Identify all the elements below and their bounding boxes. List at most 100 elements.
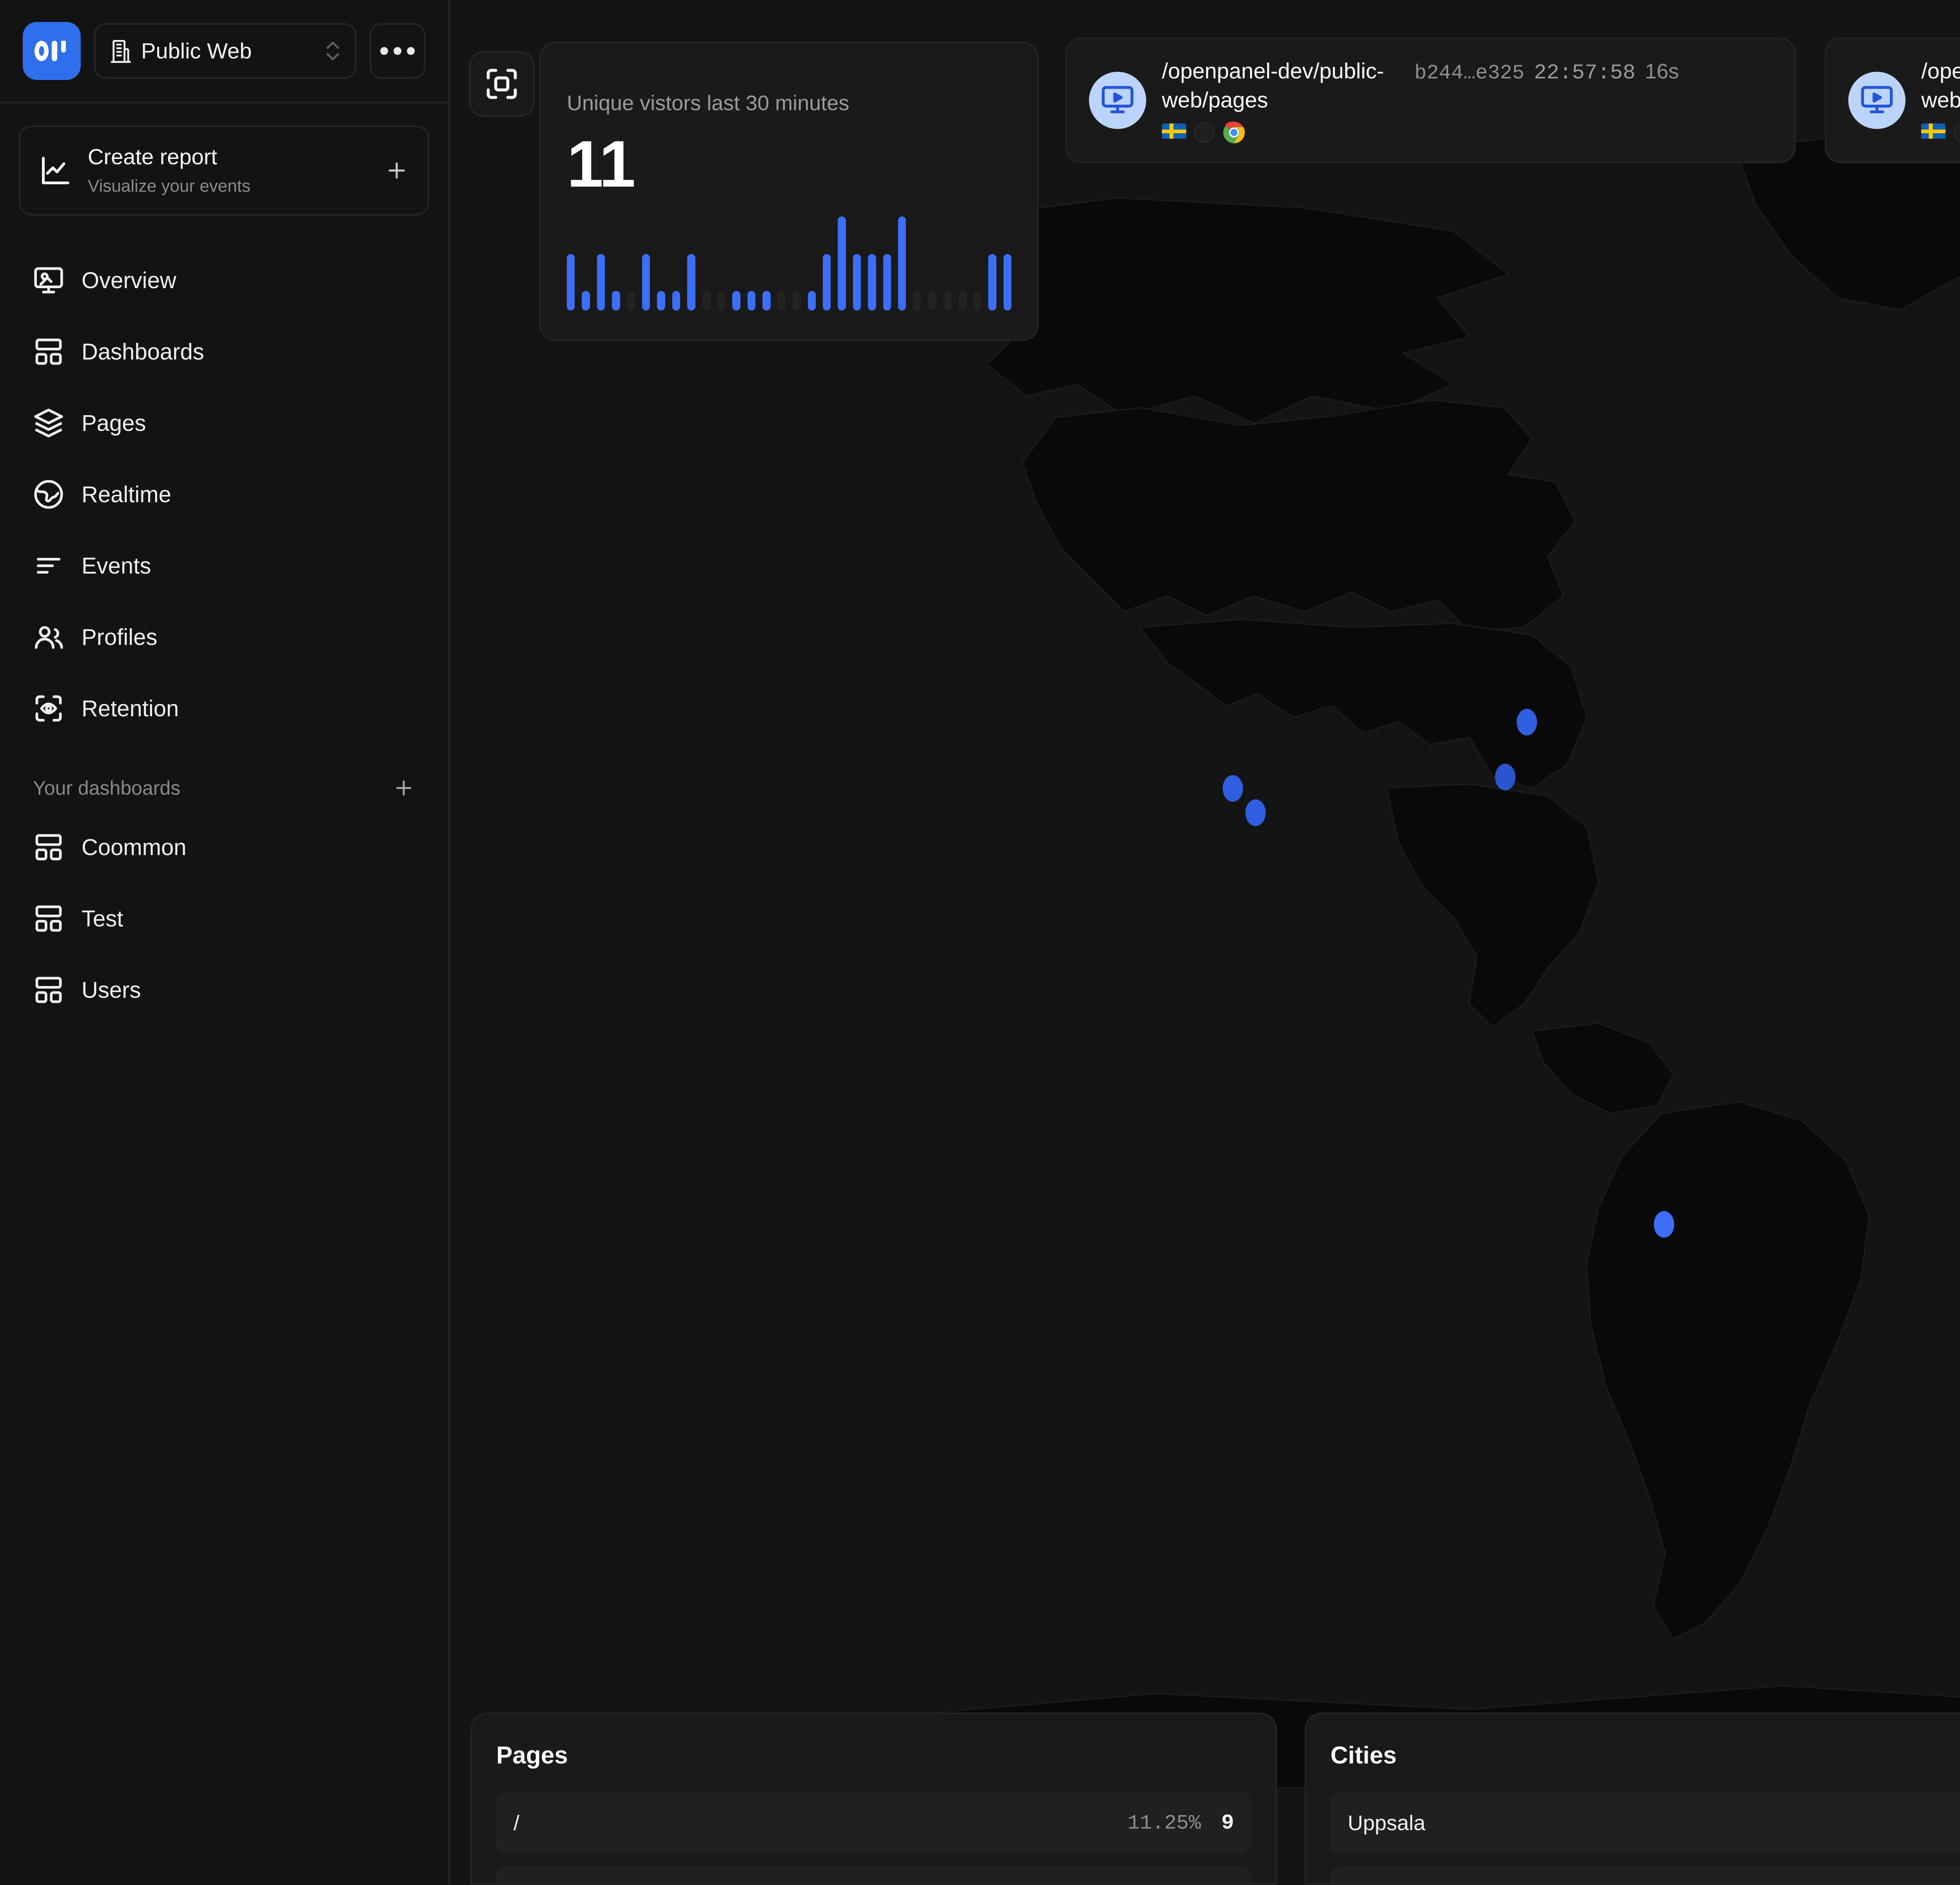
row-count: 9	[1221, 1811, 1234, 1835]
overview-icon	[34, 267, 63, 294]
sidebar-item-label: Retention	[82, 696, 179, 721]
live-events-row: /openpanel-dev/public-web/pages b244…e32…	[1065, 38, 1960, 163]
avatar	[1848, 71, 1906, 129]
chevron-updown-icon	[327, 41, 339, 60]
sidebar-item-pages[interactable]: Pages	[19, 387, 429, 459]
sidebar-item-test[interactable]: Test	[19, 883, 429, 954]
sparkline-bar	[822, 254, 831, 311]
sparkline-bar	[853, 254, 861, 311]
panel-cities: Cities Uppsala 9.09% 1 Vienna 9.09% 1	[1305, 1712, 1960, 1885]
live-event-card[interactable]: /openpanel-dev/public-web/pages b244…e32…	[1065, 38, 1796, 163]
screen-play-icon	[1861, 86, 1893, 113]
create-report-title: Create report	[88, 144, 217, 169]
project-selector[interactable]: Public Web	[94, 23, 356, 79]
sidebar-item-retention[interactable]: Retention	[19, 673, 429, 744]
map-landmasses	[880, 133, 1960, 1789]
sidebar: Public Web Create report Visualize your …	[0, 0, 450, 1885]
dashboards-icon	[35, 905, 62, 932]
sidebar-item-coommon[interactable]: Coommon	[19, 812, 429, 883]
sparkline-bar	[672, 291, 681, 311]
event-profile-id: b244…e325	[1414, 62, 1524, 85]
sparkline-bar	[808, 291, 816, 311]
sidebar-item-label: Pages	[82, 410, 146, 436]
create-report-text: Create report Visualize your events	[88, 143, 369, 198]
sidebar-item-dashboards[interactable]: Dashboards	[19, 316, 429, 387]
create-report-subtitle: Visualize your events	[88, 176, 250, 196]
sparkline-bar	[943, 291, 951, 311]
map-dot[interactable]	[1495, 764, 1515, 790]
main-content: Unique vistors last 30 minutes 11 /openp…	[450, 0, 1960, 1885]
row-label: Uppsala	[1348, 1811, 1426, 1835]
map-dot[interactable]	[1517, 709, 1537, 735]
row-percent: 11.25%	[1127, 1811, 1201, 1835]
bottom-panels: Pages / 11.25% 9 /share/overview/zef2XC …	[470, 1712, 1960, 1885]
sparkline-bar	[958, 291, 966, 311]
sparkline-bar	[793, 291, 801, 311]
more-dots-icon	[380, 47, 388, 55]
map-dot[interactable]	[1223, 775, 1243, 802]
table-row[interactable]: Vienna 9.09% 1	[1330, 1866, 1960, 1883]
sparkline-bar	[657, 291, 665, 311]
layers-icon	[34, 409, 63, 438]
sparkline-bar	[1003, 254, 1012, 311]
event-path: /openpanel-dev/public-web	[1921, 58, 1960, 112]
panel-title: Cities	[1330, 1742, 1397, 1769]
sparkline-bar	[612, 291, 620, 311]
section-label: Your dashboards	[33, 777, 181, 799]
live-event-card[interactable]: /openpanel-dev/public-web 27s b244…e325 …	[1825, 38, 1960, 163]
dashboards-icon	[35, 338, 62, 365]
table-row[interactable]: /share/overview/zef2XC 10% 8	[496, 1866, 1251, 1883]
os-icon	[1953, 122, 1960, 143]
table-row[interactable]: / 11.25% 9	[496, 1791, 1251, 1855]
sparkline-bar	[627, 291, 635, 311]
sidebar-item-label: Test	[82, 906, 123, 932]
sidebar-item-label: Users	[82, 977, 141, 1003]
sparkline-bar	[642, 254, 650, 311]
sidebar-item-events[interactable]: Events	[19, 530, 429, 601]
flag-sweden-icon	[1921, 123, 1946, 142]
plus-icon[interactable]	[392, 777, 415, 799]
sidebar-header: Public Web	[0, 0, 448, 104]
flag-sweden-icon	[1162, 123, 1186, 142]
sidebar-item-users[interactable]: Users	[19, 954, 429, 1026]
sparkline-bar	[597, 254, 605, 311]
unique-visitors-title: Unique vistors last 30 minutes	[567, 91, 849, 115]
project-name: Public Web	[141, 38, 252, 63]
dashboards-icon	[35, 834, 62, 861]
map-dot[interactable]	[1654, 1211, 1674, 1238]
sidebar-item-label: Realtime	[82, 481, 171, 507]
dashboards-icon	[35, 977, 62, 1003]
event-meta	[1921, 121, 1960, 144]
sparkline-bar	[702, 291, 711, 311]
sidebar-item-overview[interactable]: Overview	[19, 245, 429, 316]
sparkline-bar	[762, 291, 771, 311]
building-icon	[111, 40, 131, 63]
your-dashboards-section-header: Your dashboards	[19, 765, 429, 812]
sidebar-item-label: Coommon	[82, 834, 187, 860]
create-report-button[interactable]: Create report Visualize your events	[19, 125, 429, 216]
sparkline-bar	[928, 291, 936, 311]
sidebar-item-profiles[interactable]: Profiles	[19, 601, 429, 673]
sparkline-bar	[747, 291, 756, 311]
sidebar-more-button[interactable]	[370, 23, 425, 79]
sparkline-bar	[973, 291, 982, 311]
sparkline-bar	[567, 254, 575, 311]
avatar	[1089, 71, 1146, 129]
live-event-body: /openpanel-dev/public-web 27s b244…e325 …	[1921, 56, 1960, 144]
sidebar-item-realtime[interactable]: Realtime	[19, 459, 429, 530]
app-logo[interactable]	[23, 22, 81, 80]
event-meta	[1162, 121, 1772, 144]
focus-mode-button[interactable]	[469, 51, 535, 117]
map-visitor-dots	[1223, 709, 1674, 1238]
screen-play-icon	[1102, 86, 1134, 113]
sparkline-bar	[913, 291, 921, 311]
sidebar-body: Create report Visualize your events Over…	[0, 104, 448, 1026]
map-dot[interactable]	[1245, 799, 1266, 826]
sparkline-bar	[777, 291, 786, 311]
sparkline-bar	[868, 254, 876, 311]
sparkline-bar	[838, 216, 846, 311]
panel-title: Pages	[496, 1742, 568, 1769]
chart-line-icon	[42, 157, 69, 184]
table-row[interactable]: Uppsala 9.09% 1	[1330, 1791, 1960, 1855]
